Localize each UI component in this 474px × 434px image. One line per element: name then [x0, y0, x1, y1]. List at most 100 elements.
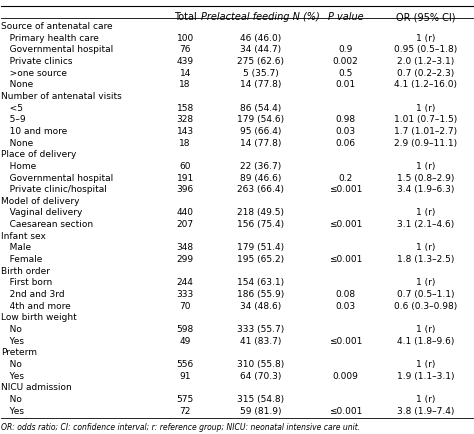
Text: 439: 439 — [177, 57, 194, 66]
Text: 34 (44.7): 34 (44.7) — [240, 45, 281, 54]
Text: No: No — [1, 394, 22, 403]
Text: 18: 18 — [180, 80, 191, 89]
Text: First born: First born — [1, 278, 53, 287]
Text: Private clinic/hospital: Private clinic/hospital — [1, 185, 107, 194]
Text: Yes: Yes — [1, 336, 24, 345]
Text: 34 (48.6): 34 (48.6) — [240, 301, 281, 310]
Text: 0.7 (0.2–2.3): 0.7 (0.2–2.3) — [397, 69, 454, 78]
Text: Yes: Yes — [1, 371, 24, 380]
Text: None: None — [1, 80, 34, 89]
Text: 1 (r): 1 (r) — [416, 103, 435, 112]
Text: 95 (66.4): 95 (66.4) — [240, 127, 281, 135]
Text: Birth order: Birth order — [1, 266, 50, 275]
Text: 333 (55.7): 333 (55.7) — [237, 324, 284, 333]
Text: NICU admission: NICU admission — [1, 382, 72, 391]
Text: 2.9 (0.9–11.1): 2.9 (0.9–11.1) — [394, 138, 457, 147]
Text: 179 (54.6): 179 (54.6) — [237, 115, 284, 124]
Text: ≤0.001: ≤0.001 — [328, 254, 362, 263]
Text: OR (95% CI): OR (95% CI) — [396, 12, 455, 22]
Text: Home: Home — [1, 161, 36, 171]
Text: 244: 244 — [177, 278, 193, 287]
Text: <5: <5 — [1, 103, 23, 112]
Text: 396: 396 — [176, 185, 194, 194]
Text: 2.0 (1.2–3.1): 2.0 (1.2–3.1) — [397, 57, 454, 66]
Text: 1.9 (1.1–3.1): 1.9 (1.1–3.1) — [397, 371, 454, 380]
Text: 0.03: 0.03 — [335, 301, 356, 310]
Text: 0.5: 0.5 — [338, 69, 353, 78]
Text: 64 (70.3): 64 (70.3) — [240, 371, 281, 380]
Text: 4.1 (1.2–16.0): 4.1 (1.2–16.0) — [394, 80, 457, 89]
Text: 91: 91 — [180, 371, 191, 380]
Text: 1.8 (1.3–2.5): 1.8 (1.3–2.5) — [397, 254, 454, 263]
Text: 14 (77.8): 14 (77.8) — [240, 138, 281, 147]
Text: Infant sex: Infant sex — [1, 231, 46, 240]
Text: 186 (55.9): 186 (55.9) — [237, 289, 284, 298]
Text: 1 (r): 1 (r) — [416, 243, 435, 252]
Text: 4th and more: 4th and more — [1, 301, 71, 310]
Text: 70: 70 — [180, 301, 191, 310]
Text: Yes: Yes — [1, 406, 24, 414]
Text: None: None — [1, 138, 34, 147]
Text: 0.01: 0.01 — [335, 80, 356, 89]
Text: Preterm: Preterm — [1, 348, 37, 356]
Text: 60: 60 — [180, 161, 191, 171]
Text: 0.03: 0.03 — [335, 127, 356, 135]
Text: 0.7 (0.5–1.1): 0.7 (0.5–1.1) — [397, 289, 454, 298]
Text: 1.7 (1.01–2.7): 1.7 (1.01–2.7) — [394, 127, 457, 135]
Text: 598: 598 — [176, 324, 194, 333]
Text: >one source: >one source — [1, 69, 67, 78]
Text: 14: 14 — [180, 69, 191, 78]
Text: 348: 348 — [177, 243, 194, 252]
Text: 310 (55.8): 310 (55.8) — [237, 359, 284, 368]
Text: 3.8 (1.9–7.4): 3.8 (1.9–7.4) — [397, 406, 454, 414]
Text: 1.01 (0.7–1.5): 1.01 (0.7–1.5) — [394, 115, 457, 124]
Text: 49: 49 — [180, 336, 191, 345]
Text: ≤0.001: ≤0.001 — [328, 220, 362, 229]
Text: P value: P value — [328, 12, 363, 22]
Text: 575: 575 — [176, 394, 194, 403]
Text: 0.06: 0.06 — [335, 138, 356, 147]
Text: 1 (r): 1 (r) — [416, 394, 435, 403]
Text: 0.009: 0.009 — [332, 371, 358, 380]
Text: Number of antenatal visits: Number of antenatal visits — [1, 92, 122, 101]
Text: 76: 76 — [180, 45, 191, 54]
Text: 89 (46.6): 89 (46.6) — [240, 173, 281, 182]
Text: 299: 299 — [177, 254, 194, 263]
Text: 1 (r): 1 (r) — [416, 324, 435, 333]
Text: 440: 440 — [177, 208, 194, 217]
Text: 1 (r): 1 (r) — [416, 208, 435, 217]
Text: 154 (63.1): 154 (63.1) — [237, 278, 284, 287]
Text: 1 (r): 1 (r) — [416, 161, 435, 171]
Text: 72: 72 — [180, 406, 191, 414]
Text: 0.002: 0.002 — [332, 57, 358, 66]
Text: 18: 18 — [180, 138, 191, 147]
Text: 59 (81.9): 59 (81.9) — [240, 406, 281, 414]
Text: 1.5 (0.8–2.9): 1.5 (0.8–2.9) — [397, 173, 454, 182]
Text: 195 (65.2): 195 (65.2) — [237, 254, 284, 263]
Text: Total: Total — [174, 12, 197, 22]
Text: Governmental hospital: Governmental hospital — [1, 173, 114, 182]
Text: Private clinics: Private clinics — [1, 57, 73, 66]
Text: 22 (36.7): 22 (36.7) — [240, 161, 281, 171]
Text: Model of delivery: Model of delivery — [1, 196, 80, 205]
Text: 1 (r): 1 (r) — [416, 278, 435, 287]
Text: Vaginal delivery: Vaginal delivery — [1, 208, 83, 217]
Text: 0.6 (0.3–0.98): 0.6 (0.3–0.98) — [394, 301, 457, 310]
Text: 46 (46.0): 46 (46.0) — [240, 33, 281, 43]
Text: 0.98: 0.98 — [335, 115, 356, 124]
Text: ≤0.001: ≤0.001 — [328, 336, 362, 345]
Text: 328: 328 — [177, 115, 194, 124]
Text: 3.4 (1.9–6.3): 3.4 (1.9–6.3) — [397, 185, 454, 194]
Text: Source of antenatal care: Source of antenatal care — [1, 22, 113, 31]
Text: No: No — [1, 324, 22, 333]
Text: 5 (35.7): 5 (35.7) — [243, 69, 278, 78]
Text: 0.08: 0.08 — [335, 289, 356, 298]
Text: 315 (54.8): 315 (54.8) — [237, 394, 284, 403]
Text: 4.1 (1.8–9.6): 4.1 (1.8–9.6) — [397, 336, 454, 345]
Text: 1 (r): 1 (r) — [416, 359, 435, 368]
Text: 3.1 (2.1–4.6): 3.1 (2.1–4.6) — [397, 220, 454, 229]
Text: Male: Male — [1, 243, 31, 252]
Text: Low birth weight: Low birth weight — [1, 312, 77, 322]
Text: 158: 158 — [176, 103, 194, 112]
Text: No: No — [1, 359, 22, 368]
